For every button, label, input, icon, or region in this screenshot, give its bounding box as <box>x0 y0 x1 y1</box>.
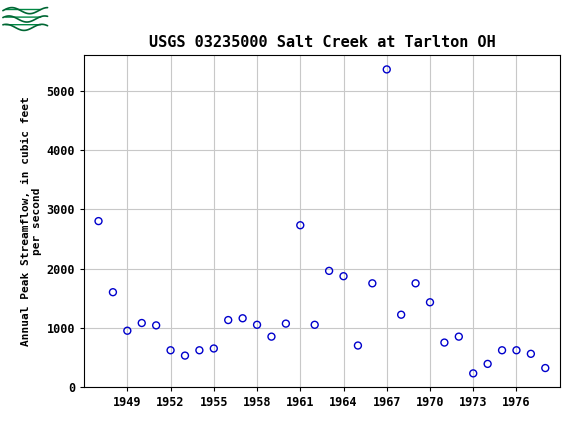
Point <box>108 289 118 296</box>
Point <box>454 333 463 340</box>
Point <box>425 299 434 306</box>
Point <box>411 280 420 287</box>
Point <box>440 339 449 346</box>
Point <box>151 322 161 329</box>
Point <box>310 321 320 328</box>
Point <box>498 347 507 354</box>
Point <box>281 320 291 327</box>
Point <box>238 315 247 322</box>
Text: USGS: USGS <box>53 10 108 28</box>
Point <box>368 280 377 287</box>
Point <box>252 321 262 328</box>
Point <box>267 333 276 340</box>
Point <box>512 347 521 354</box>
Bar <box>1 2 50 36</box>
Point <box>382 66 392 73</box>
Point <box>324 267 334 274</box>
Point <box>137 319 146 326</box>
Point <box>180 352 190 359</box>
Point <box>166 347 175 354</box>
Point <box>526 350 535 357</box>
Point <box>483 360 492 367</box>
Point <box>94 218 103 224</box>
Point <box>209 345 219 352</box>
Point <box>296 222 305 229</box>
Point <box>353 342 362 349</box>
Point <box>469 370 478 377</box>
Title: USGS 03235000 Salt Creek at Tarlton OH: USGS 03235000 Salt Creek at Tarlton OH <box>148 35 495 50</box>
Y-axis label: Annual Peak Streamflow, in cubic feet
per second: Annual Peak Streamflow, in cubic feet pe… <box>21 96 42 346</box>
Point <box>397 311 406 318</box>
Point <box>195 347 204 354</box>
Point <box>123 327 132 334</box>
Point <box>339 273 348 280</box>
Point <box>223 316 233 323</box>
Point <box>541 365 550 372</box>
